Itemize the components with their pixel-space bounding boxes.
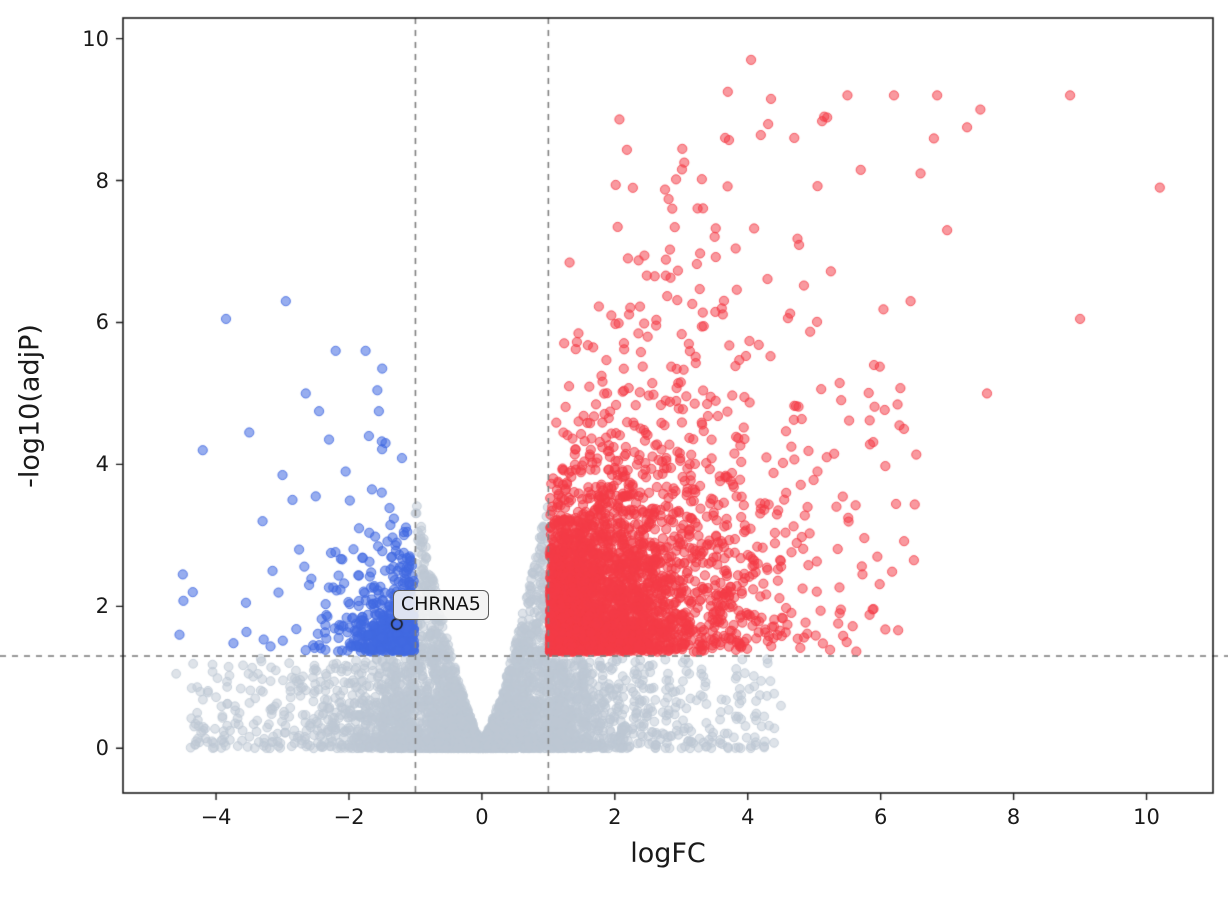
x-axis-label: logFC [630, 838, 706, 869]
y-tick-label: 2 [95, 594, 109, 619]
y-axis-label: -log10(adjP) [14, 323, 46, 488]
x-tick-label: 0 [475, 805, 489, 829]
y-tick-label: 6 [95, 310, 109, 335]
y-tick-label: 8 [95, 168, 109, 193]
x-tick-label: 10 [1133, 805, 1160, 829]
gene-annotation-label: CHRNA5 [392, 590, 489, 620]
x-tick-label: 8 [1006, 805, 1021, 829]
y-tick-label: 10 [82, 26, 109, 51]
y-tick-label: 4 [95, 452, 109, 477]
x-tick-label: 4 [741, 805, 755, 829]
x-tick-label: −2 [333, 805, 365, 829]
x-tick-label: 6 [873, 805, 888, 829]
y-tick-label: 0 [95, 736, 109, 761]
x-tick-label: 2 [608, 805, 622, 829]
x-tick-label: −4 [200, 805, 232, 829]
